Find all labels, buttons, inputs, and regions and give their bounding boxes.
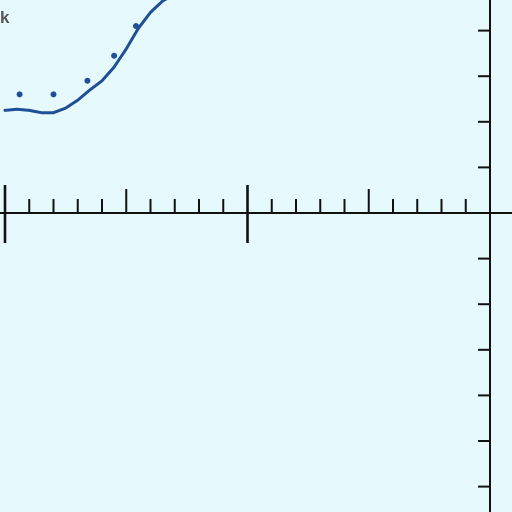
series-point: [84, 77, 91, 84]
series-point: [133, 23, 139, 29]
series-point: [16, 91, 23, 98]
series-point: [50, 91, 57, 98]
series-point: [111, 52, 118, 59]
corner-label: k: [0, 8, 10, 27]
series-line: [3, 0, 168, 115]
series-layer: [3, 0, 168, 115]
